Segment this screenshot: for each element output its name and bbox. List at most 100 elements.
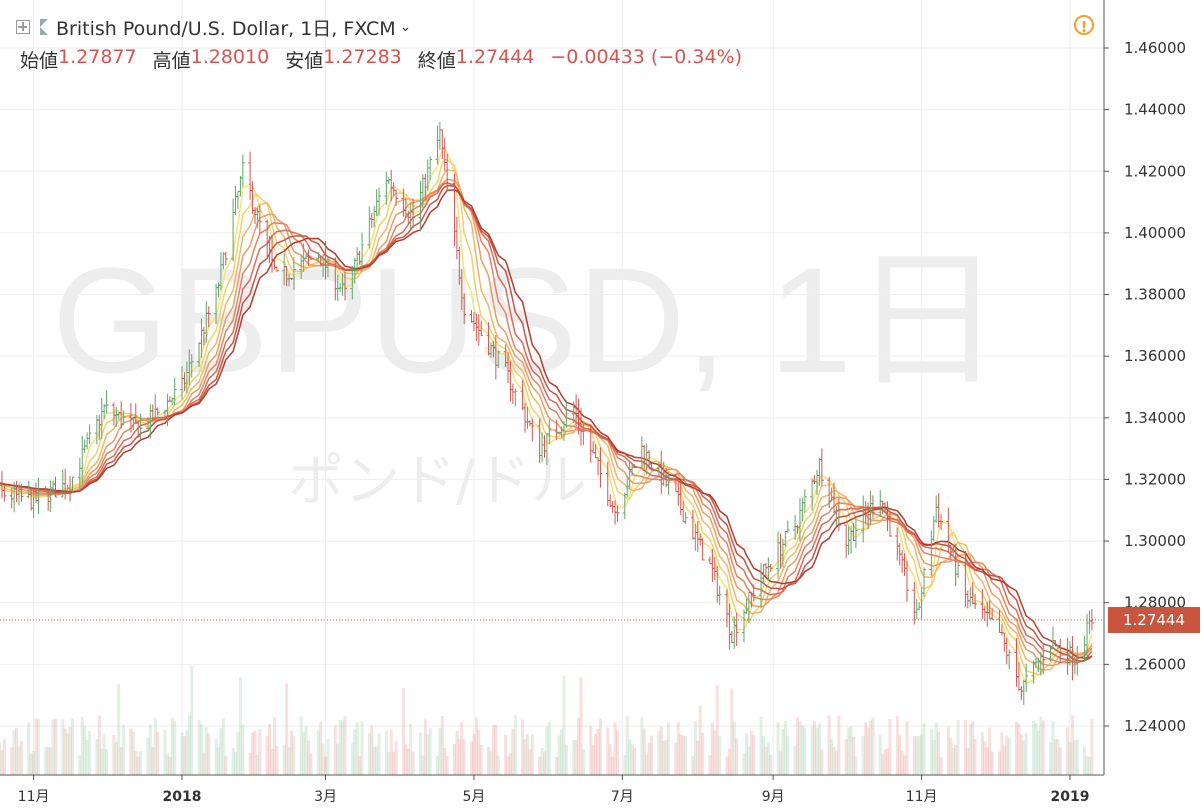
volume-bar: [752, 735, 756, 775]
volume-bar: [324, 756, 328, 775]
volume-bar: [963, 719, 967, 775]
y-tick-label: 1.46000: [1124, 39, 1186, 57]
volume-bar: [333, 725, 337, 775]
y-tick-label: 1.38000: [1124, 286, 1186, 304]
volume-bar: [664, 739, 668, 775]
chevron-down-icon[interactable]: ⌄: [399, 19, 412, 35]
volume-bar: [440, 715, 444, 775]
volume-bar: [409, 724, 413, 775]
candle: [111, 402, 116, 426]
volume-bar: [1024, 732, 1028, 775]
volume-bar: [572, 739, 576, 775]
volume-bar: [114, 741, 118, 775]
candle: [931, 516, 936, 542]
change-value: −0.00433 (−0.34%): [550, 46, 743, 68]
volume-bar: [642, 728, 646, 775]
volume-bar: [153, 718, 157, 775]
volume-bar: [667, 722, 671, 775]
expand-icon[interactable]: [16, 20, 30, 34]
volume-bar: [1073, 740, 1077, 775]
volume-bar: [168, 756, 172, 775]
candle: [308, 255, 313, 260]
volume-bar: [1032, 720, 1036, 775]
volume-bar: [316, 730, 320, 775]
candle: [763, 563, 768, 577]
volume-bar: [1087, 756, 1091, 775]
volume-bar: [462, 739, 466, 775]
volume-bar: [341, 720, 345, 775]
volume-bar: [932, 740, 936, 775]
volume-bar: [922, 723, 926, 775]
candle: [956, 562, 961, 579]
volume-bar: [71, 718, 75, 775]
volume-bar: [1007, 737, 1011, 775]
candle: [683, 511, 688, 525]
volume-bar: [508, 753, 512, 775]
y-tick-label: 1.26000: [1124, 655, 1186, 673]
volume-bar: [377, 733, 381, 775]
volume-bar: [525, 733, 529, 775]
volume-bar: [640, 717, 644, 775]
volume-bar: [781, 729, 785, 775]
volume-bar: [1075, 739, 1079, 775]
volume-bar: [949, 738, 953, 775]
volume-bar: [146, 737, 150, 775]
volume-bar: [204, 727, 208, 775]
volume-bar: [598, 718, 602, 775]
volume-bar: [827, 715, 831, 775]
volume-bar: [1053, 738, 1057, 775]
volume-bar: [423, 719, 427, 775]
volume-bar: [596, 728, 600, 775]
volume-bar: [988, 727, 992, 775]
volume-bar: [837, 715, 841, 775]
volume-bar: [129, 728, 133, 775]
x-tick-label: 11月: [18, 789, 50, 805]
volume-bar: [662, 740, 666, 775]
volume-bar: [645, 754, 649, 775]
volume-bar: [966, 748, 970, 775]
volume-bar: [338, 719, 342, 775]
candle: [605, 461, 610, 507]
volume-bar: [560, 729, 564, 775]
volume-bar: [151, 747, 155, 775]
candle: [411, 198, 416, 229]
volume-bar: [287, 747, 291, 775]
candle: [598, 447, 603, 488]
candle: [462, 293, 467, 325]
volume-bar: [903, 755, 907, 775]
candle: [649, 463, 654, 471]
volume-bar: [319, 721, 323, 775]
volume-bar: [350, 743, 354, 775]
candle: [233, 185, 238, 216]
warning-icon[interactable]: !: [1074, 15, 1094, 36]
volume-bar: [886, 748, 890, 775]
candle: [63, 468, 68, 500]
volume-bar: [735, 738, 739, 775]
candle: [240, 154, 245, 187]
candle: [1075, 645, 1080, 676]
volume-bar: [869, 720, 873, 775]
volume-bar: [718, 735, 722, 775]
volume-bar: [477, 729, 481, 775]
volume-bar: [776, 721, 780, 775]
symbol-title[interactable]: British Pound/U.S. Dollar, 1日, FXCM: [56, 17, 396, 40]
volume-bar: [878, 734, 882, 775]
volume-bar: [747, 746, 751, 775]
volume-bar: [139, 751, 143, 775]
volume-bar: [557, 735, 561, 775]
volume-bar: [732, 721, 736, 775]
candle: [870, 495, 875, 519]
volume-bar: [375, 746, 379, 775]
volume-bar: [759, 716, 763, 775]
volume-bar: [591, 744, 595, 775]
volume-bar: [684, 736, 688, 775]
volume-bar: [29, 753, 33, 775]
volume-bar: [810, 726, 814, 775]
volume-bar: [180, 732, 184, 775]
volume-bar: [275, 745, 279, 775]
volume-bar: [766, 742, 770, 775]
candle: [437, 122, 442, 150]
candle: [732, 616, 737, 649]
volume-bar: [321, 743, 325, 775]
